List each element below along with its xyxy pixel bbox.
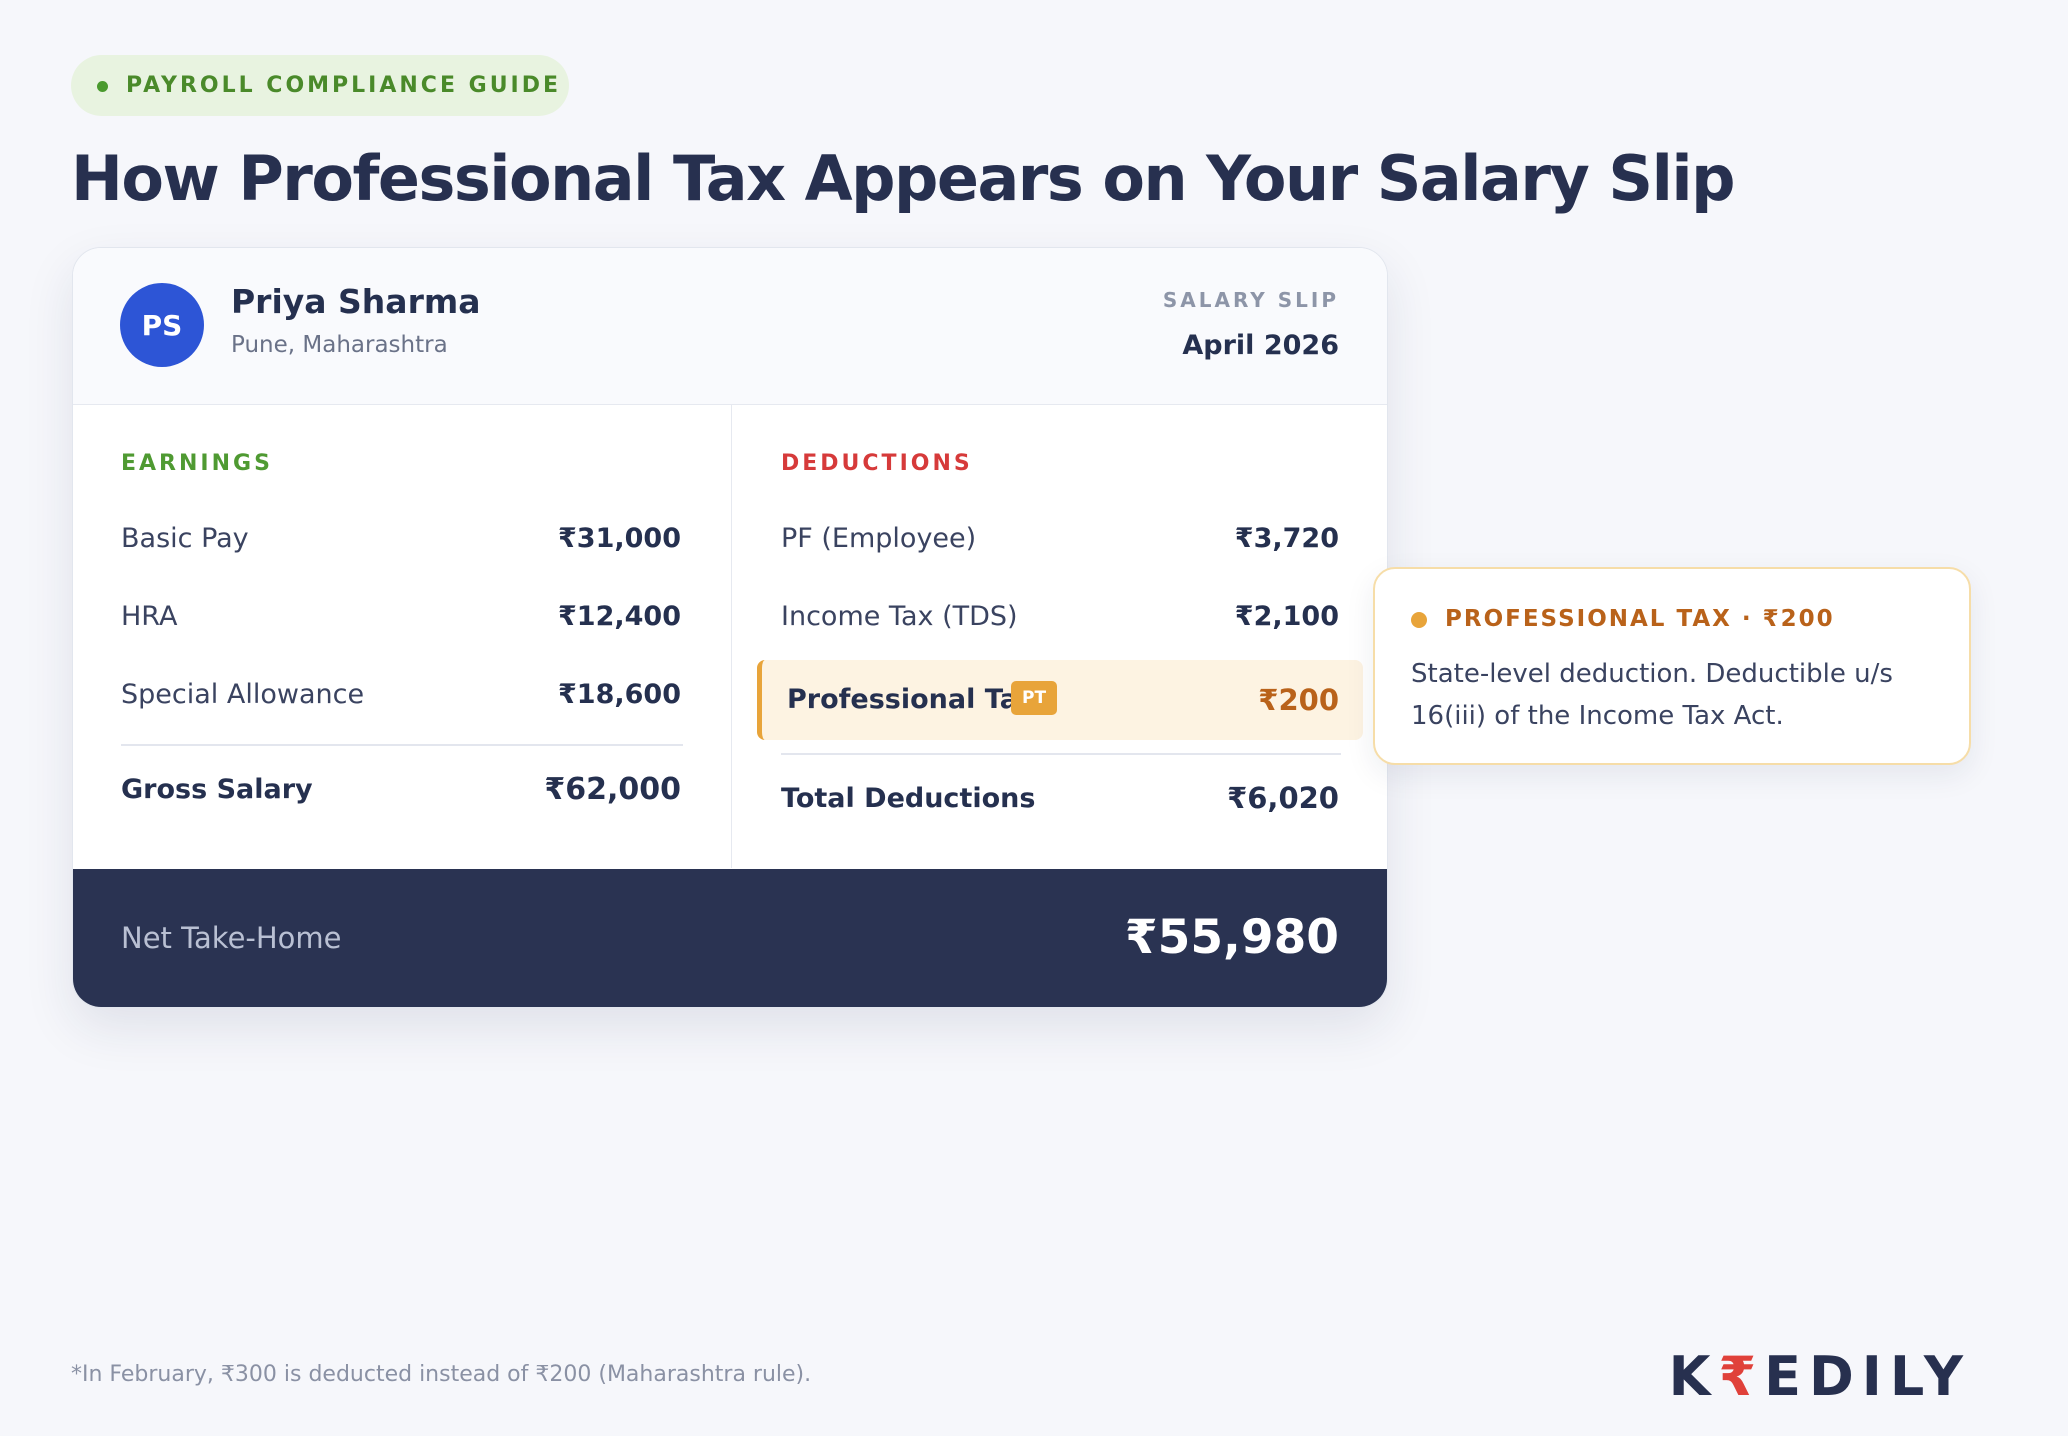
deductions-heading: DEDUCTIONS [781, 451, 973, 476]
separator [121, 744, 683, 746]
logo-mark: ₹ [1718, 1345, 1765, 1408]
logo-text: EDILY [1764, 1345, 1971, 1408]
net-value: ₹55,980 [1124, 910, 1339, 965]
earning-value: ₹31,000 [558, 523, 681, 554]
earnings-heading: EARNINGS [121, 451, 273, 476]
salary-slip-card: PS Priya Sharma Pune, Maharashtra SALARY… [72, 247, 1388, 1008]
pt-label: Professional Tax [787, 684, 1036, 715]
slip-label: SALARY SLIP [1162, 288, 1339, 312]
employee-location: Pune, Maharashtra [231, 332, 448, 358]
badge: PAYROLL COMPLIANCE GUIDE [71, 55, 569, 116]
slip-header [73, 248, 1387, 405]
pt-tag: PT [1011, 681, 1058, 715]
logo-text: K [1668, 1345, 1719, 1408]
callout-text: State-level deduction. Deductible u/s 16… [1411, 659, 1893, 731]
avatar: PS [120, 283, 204, 367]
callout: PROFESSIONAL TAX · ₹200 State-level dedu… [1373, 567, 1971, 765]
deduction-value: ₹2,100 [1234, 601, 1339, 632]
net-label: Net Take-Home [121, 921, 342, 955]
gross-label: Gross Salary [121, 774, 313, 805]
deduction-value: ₹3,720 [1234, 523, 1339, 554]
highlight-row [757, 660, 1363, 740]
pt-value: ₹200 [1258, 683, 1339, 717]
column-divider [731, 405, 732, 868]
slip-period: April 2026 [1182, 330, 1339, 361]
earning-value: ₹18,600 [558, 679, 681, 710]
callout-title: PROFESSIONAL TAX · ₹200 [1445, 606, 1835, 632]
page-title: How Professional Tax Appears on Your Sal… [71, 142, 1735, 215]
earning-label: HRA [121, 601, 178, 632]
earning-value: ₹12,400 [558, 601, 681, 632]
footnote: *In February, ₹300 is deducted instead o… [71, 1362, 812, 1387]
employee-name: Priya Sharma [231, 282, 481, 321]
earning-label: Special Allowance [121, 679, 365, 710]
callout-dot [1411, 612, 1427, 628]
net-footer [73, 869, 1387, 1007]
gross-value: ₹62,000 [544, 772, 681, 807]
earning-label: Basic Pay [121, 523, 249, 554]
total-deductions-label: Total Deductions [781, 783, 1036, 814]
logo: K₹EDILY [1669, 1345, 1971, 1408]
deduction-label: Income Tax (TDS) [781, 601, 1018, 632]
deduction-label: PF (Employee) [781, 523, 977, 554]
separator [781, 753, 1341, 755]
total-deductions-value: ₹6,020 [1227, 781, 1339, 815]
